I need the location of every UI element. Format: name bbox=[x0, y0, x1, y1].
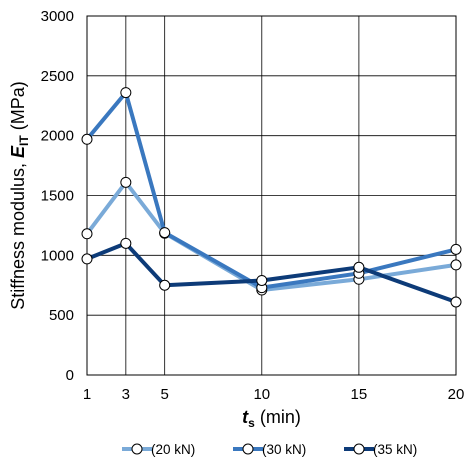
data-point bbox=[159, 279, 171, 291]
series-line bbox=[86, 241, 457, 304]
y-tick-label: 500 bbox=[49, 307, 74, 324]
plot-area-frame bbox=[86, 15, 457, 376]
y-axis-title: Stiffness modulus, EIT (MPa) bbox=[8, 81, 31, 309]
x-tick-labels: 1 3 5 10 15 20 bbox=[83, 386, 465, 403]
data-point bbox=[256, 274, 268, 286]
data-point bbox=[450, 259, 462, 271]
data-point bbox=[159, 227, 171, 239]
legend-label: (20 kN) bbox=[151, 442, 195, 457]
series-30kn bbox=[81, 87, 462, 294]
x-tick-label: 5 bbox=[161, 386, 169, 403]
grid-lines bbox=[86, 15, 457, 376]
x-tick-label: 3 bbox=[122, 386, 130, 403]
legend-label: (30 kN) bbox=[262, 442, 306, 457]
data-point bbox=[81, 133, 93, 145]
data-point bbox=[120, 87, 132, 99]
y-tick-label: 1000 bbox=[41, 247, 74, 264]
data-point bbox=[450, 296, 462, 308]
y-tick-label: 2000 bbox=[41, 128, 74, 145]
data-series bbox=[81, 87, 462, 308]
series-line bbox=[85, 90, 457, 290]
legend: (20 kN) (30 kN) (35 kN) bbox=[122, 442, 417, 457]
legend-label: (35 kN) bbox=[373, 442, 417, 457]
x-axis-title: ts (min) bbox=[242, 407, 301, 430]
legend-marker bbox=[242, 443, 254, 455]
legend-item: (35 kN) bbox=[344, 442, 417, 457]
x-tick-label: 15 bbox=[351, 386, 368, 403]
x-tick-label: 20 bbox=[448, 386, 465, 403]
x-tick-label: 1 bbox=[83, 386, 91, 403]
y-tick-label: 3000 bbox=[41, 8, 74, 25]
data-point bbox=[120, 237, 132, 249]
legend-marker bbox=[131, 443, 143, 455]
legend-item: (20 kN) bbox=[122, 442, 195, 457]
data-point bbox=[450, 243, 462, 255]
y-tick-label: 2500 bbox=[41, 68, 74, 85]
x-tick-label: 10 bbox=[253, 386, 270, 403]
legend-marker bbox=[353, 443, 365, 455]
data-point bbox=[120, 176, 132, 188]
data-point bbox=[81, 253, 93, 265]
y-tick-label: 0 bbox=[66, 367, 74, 384]
y-tick-label: 1500 bbox=[41, 188, 74, 205]
data-point bbox=[353, 261, 365, 273]
data-point bbox=[81, 228, 93, 240]
legend-item: (30 kN) bbox=[233, 442, 306, 457]
y-tick-labels: 0 500 1000 1500 2000 2500 3000 bbox=[41, 8, 74, 384]
series-35kn bbox=[81, 237, 462, 308]
series-line bbox=[85, 180, 457, 292]
